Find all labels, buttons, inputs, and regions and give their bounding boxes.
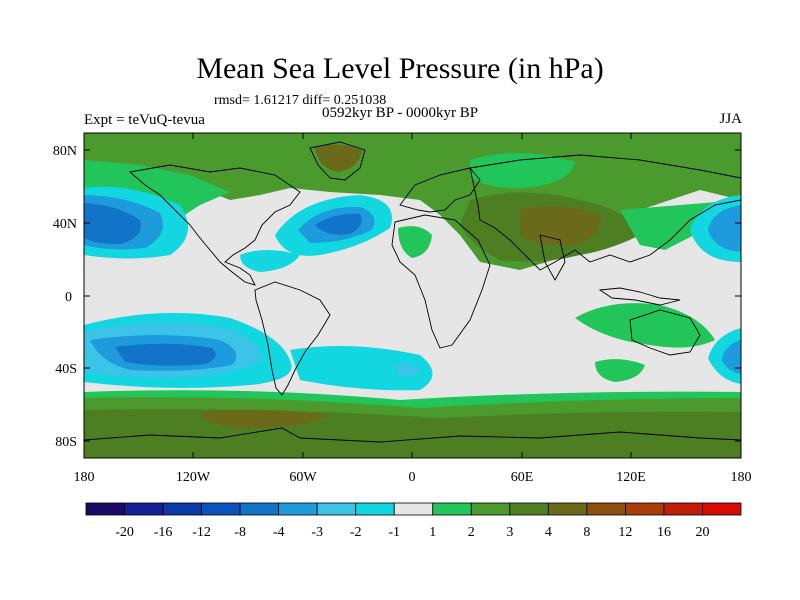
colorbar-tick-label: 8 [583, 525, 590, 540]
field-npac-east-neg3 [708, 205, 741, 252]
lon-label-60e: 60E [511, 470, 534, 485]
coast-greenland [309, 141, 366, 181]
colorbar-swatch [625, 502, 665, 516]
lat-label-80n: 80N [53, 144, 77, 159]
lat-label-0: 0 [65, 290, 72, 305]
colorbar-swatch [201, 502, 241, 516]
field-indian-pos1 [595, 359, 645, 382]
field-natl-neg4 [315, 213, 362, 235]
colorbar-swatch [239, 502, 280, 516]
lat-label-80s: 80S [55, 435, 77, 450]
stats-label: rmsd= 1.61217 diff= 0.251038 [214, 93, 387, 108]
chart-title: Mean Sea Level Pressure (in hPa) [196, 52, 604, 85]
experiment-label: Expt = teVuQ-tevua [84, 112, 205, 128]
colorbar-tick-label: 3 [506, 525, 513, 540]
field-arctic-pos1-a [84, 160, 230, 218]
colorbar-tick-label: 16 [657, 525, 671, 540]
latitude-axis [84, 149, 741, 442]
colorbar-tick-label: -8 [234, 525, 246, 540]
coast-africa [391, 214, 491, 349]
colorbar-tick-label: 2 [468, 525, 475, 540]
coast-india [539, 234, 566, 281]
colorbar-swatch [547, 502, 588, 516]
colorbar-swatch [586, 502, 626, 516]
colorbar-swatch [432, 502, 472, 516]
coast-indonesia [598, 287, 681, 306]
colorbar-swatch [393, 502, 434, 516]
longitude-axis [83, 133, 632, 458]
anomaly-field [84, 133, 741, 458]
lon-label-0: 0 [409, 470, 416, 485]
colorbar-swatch [470, 502, 511, 516]
lon-label-120e: 120E [616, 470, 646, 485]
colorbar-tick-label: -16 [154, 525, 173, 540]
coast-asia [469, 154, 741, 271]
colorbar-tick-label: -2 [350, 525, 362, 540]
colorbar-swatch [316, 502, 357, 516]
coast-north-america [128, 164, 301, 286]
colorbar-labels: -20 -16 -12 -8 -4 -3 -2 -1 1 2 3 4 8 12 16 20 [115, 525, 709, 540]
colorbar-tick-label: 1 [429, 525, 436, 540]
field-africa-pos1 [398, 226, 432, 258]
lon-label-180e: 180 [731, 470, 752, 485]
field-spac-east-neg3 [722, 340, 741, 374]
coast-south-america [254, 281, 331, 396]
colorbar-swatch [162, 502, 202, 516]
field-satl-neg2 [395, 364, 420, 377]
lon-label-180w: 180 [74, 470, 95, 485]
field-arctic-pos1-b [470, 152, 575, 188]
lat-label-40s: 40S [55, 362, 77, 377]
field-greenland-pos4 [315, 144, 362, 172]
lon-label-60w: 60W [289, 470, 317, 485]
colorbar-tick-label: -12 [192, 525, 211, 540]
coast-antarctica [84, 427, 741, 443]
colorbar [85, 502, 742, 516]
field-shem-neg4 [115, 343, 216, 366]
field-australia-pos1 [575, 303, 715, 348]
colorbar-swatch [85, 502, 125, 516]
coast-australia [629, 309, 701, 356]
colorbar-swatch [278, 502, 318, 516]
colorbar-swatch [509, 502, 549, 516]
field-satl-neg1 [290, 346, 433, 391]
lon-label-120w: 120W [176, 470, 211, 485]
season-label: JJA [719, 111, 742, 127]
colorbar-tick-label: -3 [311, 525, 323, 540]
field-antarctic-pos4 [200, 409, 330, 429]
colorbar-tick-label: 4 [545, 525, 552, 540]
colorbar-tick-label: -20 [115, 525, 134, 540]
field-caribbean-neg1 [240, 250, 300, 272]
colorbar-tick-label: -1 [388, 525, 400, 540]
coast-europe [399, 167, 481, 213]
colorbar-swatch [124, 502, 164, 516]
colorbar-swatch [702, 502, 742, 516]
colorbar-tick-label: 20 [695, 525, 709, 540]
period-label: 0592kyr BP - 0000kyr BP [321, 105, 479, 121]
colorbar-tick-label: -4 [273, 525, 285, 540]
coastlines [84, 141, 741, 443]
field-npac-neg4 [84, 203, 141, 244]
colorbar-swatch [663, 502, 703, 516]
lat-label-40n: 40N [53, 217, 77, 232]
colorbar-swatch [355, 502, 395, 516]
colorbar-tick-label: 12 [618, 525, 632, 540]
